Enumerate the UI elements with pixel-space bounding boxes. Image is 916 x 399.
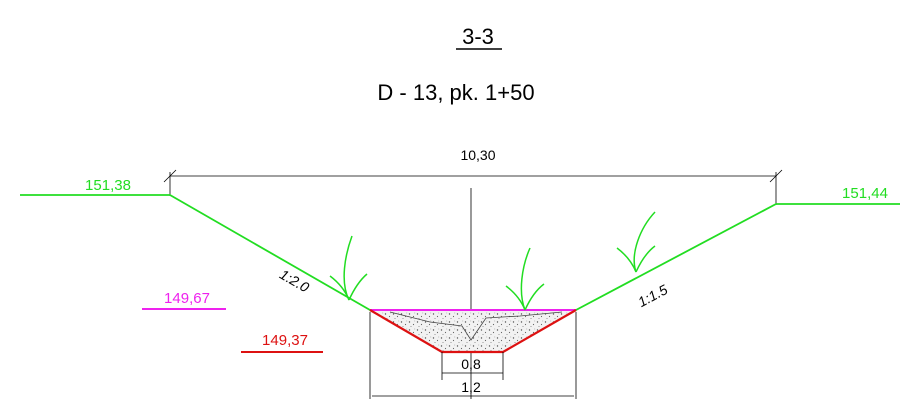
gravel-lining: [370, 310, 576, 352]
section-number: 3-3: [462, 24, 494, 49]
grass-symbol-center: [505, 247, 545, 311]
bottom-width-dimension: [441, 352, 504, 380]
section-subtitle: D - 13, pk. 1+50: [377, 80, 534, 105]
water-level-elevation: 149,67: [164, 290, 210, 307]
ground-profile: [20, 194, 900, 311]
bottom-width-label: 0,8: [461, 356, 481, 372]
left-ground-elevation: 151,38: [85, 177, 131, 194]
lining-inner-edge: [389, 311, 563, 341]
right-slope-label: 1:1.5: [635, 281, 670, 310]
ditch-bottom-profile: [369, 309, 577, 354]
left-slope-label: 1:2.0: [277, 266, 312, 296]
grass-symbol-right: [616, 211, 656, 273]
right-ground-elevation: 151,44: [842, 185, 888, 202]
top-width-label: 10,30: [460, 147, 495, 163]
grass-symbol-left: [329, 235, 368, 301]
trench-width-dimension: [369, 312, 577, 399]
trench-width-label: 1,2: [461, 379, 481, 395]
top-width-dimension: [163, 169, 783, 205]
bottom-elevation: 149,37: [262, 332, 308, 349]
